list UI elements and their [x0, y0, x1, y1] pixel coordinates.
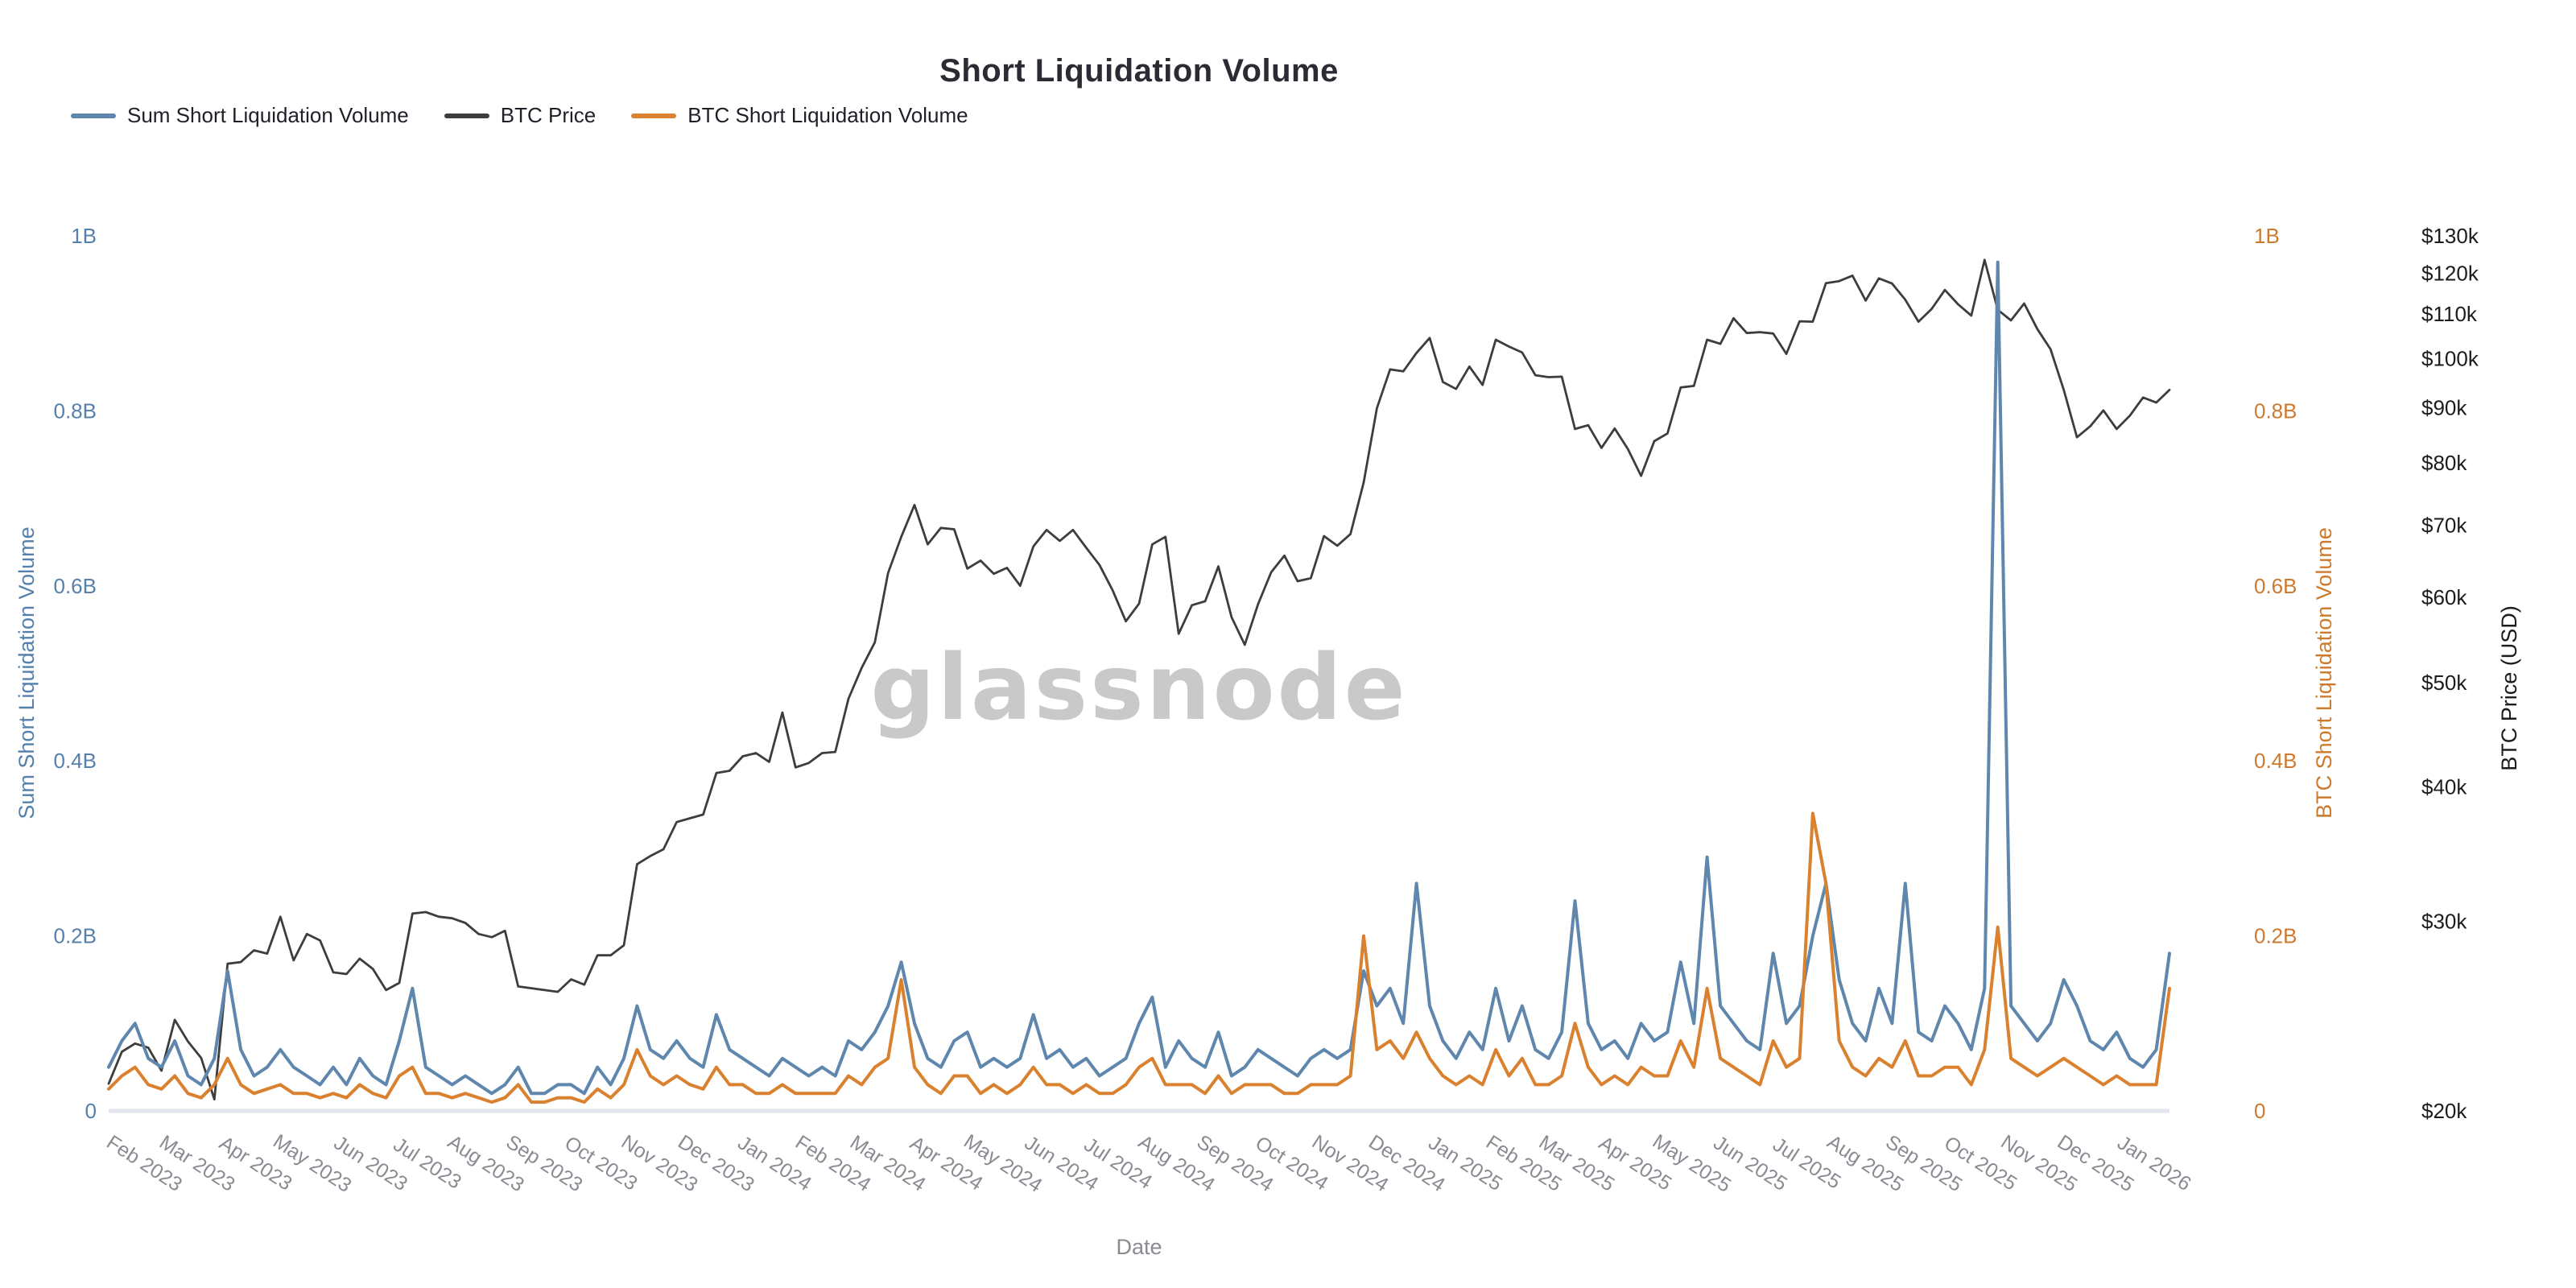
price-tick-label: $40k — [2421, 774, 2467, 799]
x-axis-title: Date — [1116, 1235, 1162, 1259]
legend-label: Sum Short Liquidation Volume — [127, 103, 409, 127]
price-tick-label: $100k — [2421, 346, 2479, 370]
left-axis-title: Sum Short Liquidation Volume — [14, 526, 39, 819]
legend: Sum Short Liquidation Volume BTC Price B… — [71, 103, 1004, 128]
price-tick-label: $20k — [2421, 1099, 2467, 1123]
legend-item-btc-short-liquidation-volume[interactable]: BTC Short Liquidation Volume — [631, 103, 968, 128]
left-volume-tick-label: 0.6B — [54, 574, 97, 598]
price-tick-label: $70k — [2421, 513, 2467, 537]
right-volume-tick-label: 0.2B — [2254, 924, 2297, 948]
legend-line-icon — [71, 113, 116, 118]
series-line-btc-short-liquidation-volume — [107, 811, 2171, 1104]
right-volume-tick-label: 0.8B — [2254, 398, 2297, 423]
price-tick-label: $90k — [2421, 396, 2467, 420]
legend-label: BTC Short Liquidation Volume — [687, 103, 968, 127]
left-volume-tick-label: 0.2B — [54, 924, 97, 948]
right-volume-tick-label: 0.6B — [2254, 574, 2297, 598]
price-tick-label: $50k — [2421, 671, 2467, 695]
price-tick-label: $80k — [2421, 451, 2467, 475]
price-tick-label: $30k — [2421, 910, 2467, 934]
legend-item-btc-price[interactable]: BTC Price — [444, 103, 596, 128]
price-tick-label: $60k — [2421, 585, 2467, 609]
right-volume-axis-title: BTC Short Liquidation Volume — [2312, 527, 2336, 819]
legend-line-icon — [631, 113, 677, 118]
left-volume-tick-label: 1B — [71, 224, 97, 248]
legend-label: BTC Price — [500, 103, 597, 127]
right-volume-tick-label: 0.4B — [2254, 749, 2297, 773]
right-volume-tick-label: 1B — [2254, 224, 2280, 248]
page-title: Short Liquidation Volume — [939, 53, 1339, 89]
series-line-btc-price — [107, 258, 2171, 1101]
legend-item-sum-short-liquidation-volume[interactable]: Sum Short Liquidation Volume — [71, 103, 409, 128]
left-volume-tick-label: 0.8B — [54, 398, 97, 423]
price-tick-label: $120k — [2421, 261, 2479, 285]
legend-line-icon — [444, 113, 489, 118]
left-volume-tick-label: 0.4B — [54, 749, 97, 773]
glassnode-watermark: glassnode — [870, 636, 1407, 741]
price-tick-label: $130k — [2421, 224, 2479, 248]
right-volume-tick-label: 0 — [2254, 1099, 2265, 1123]
price-tick-label: $110k — [2421, 302, 2478, 326]
left-volume-tick-label: 0 — [85, 1099, 97, 1123]
price-axis-title: BTC Price (USD) — [2497, 605, 2521, 771]
